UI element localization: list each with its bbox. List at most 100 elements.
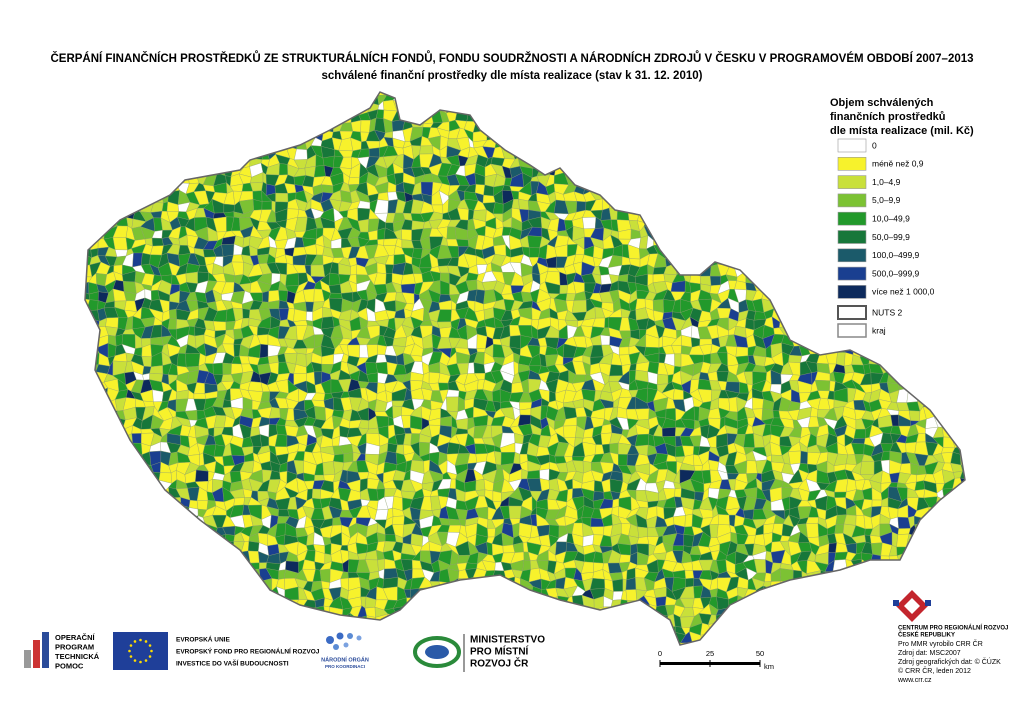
municipality xyxy=(267,355,279,364)
municipality xyxy=(447,525,461,533)
municipality xyxy=(268,290,280,303)
municipality xyxy=(716,371,729,382)
municipality xyxy=(185,271,198,284)
municipality xyxy=(328,284,342,294)
municipality xyxy=(582,216,597,229)
municipality xyxy=(709,524,719,538)
municipality xyxy=(112,237,128,251)
municipality xyxy=(400,273,416,285)
municipality xyxy=(637,526,648,538)
municipality xyxy=(213,321,227,332)
municipality xyxy=(193,393,207,400)
municipality xyxy=(411,220,425,231)
municipality xyxy=(563,425,577,439)
municipality xyxy=(446,226,457,240)
municipality xyxy=(195,469,209,482)
municipality xyxy=(483,184,494,197)
municipality xyxy=(634,433,650,447)
municipality xyxy=(375,361,388,375)
municipality xyxy=(582,441,597,457)
municipality xyxy=(377,192,389,201)
municipality xyxy=(292,254,307,266)
municipality xyxy=(446,396,459,412)
municipality xyxy=(467,362,475,374)
municipality xyxy=(221,243,235,257)
municipality xyxy=(728,396,738,413)
municipality xyxy=(313,165,326,178)
municipality xyxy=(322,461,336,476)
municipality xyxy=(357,207,371,222)
municipality xyxy=(600,423,612,434)
municipality xyxy=(559,284,568,295)
municipality xyxy=(834,523,845,534)
municipality xyxy=(305,301,314,312)
municipality xyxy=(223,203,235,214)
municipality xyxy=(710,275,721,286)
municipality xyxy=(440,416,453,427)
municipality xyxy=(456,239,469,247)
municipality xyxy=(526,470,541,480)
municipality xyxy=(321,184,334,194)
municipality xyxy=(529,247,540,258)
municipality xyxy=(674,353,682,368)
municipality xyxy=(314,474,325,481)
municipality xyxy=(805,523,819,538)
municipality xyxy=(693,465,703,471)
municipality xyxy=(310,264,326,277)
municipality xyxy=(306,311,313,322)
municipality xyxy=(401,229,412,241)
municipality xyxy=(328,272,341,286)
municipality xyxy=(233,497,245,506)
municipality xyxy=(563,406,577,420)
municipality xyxy=(476,333,488,349)
municipality xyxy=(350,264,358,276)
municipality xyxy=(222,399,232,408)
municipality xyxy=(242,308,251,319)
municipality xyxy=(518,198,529,211)
municipality xyxy=(708,459,720,471)
municipality xyxy=(261,200,272,210)
municipality xyxy=(604,317,609,328)
municipality xyxy=(313,371,323,386)
municipality xyxy=(247,381,263,392)
municipality xyxy=(718,514,730,526)
municipality xyxy=(464,480,477,493)
municipality xyxy=(492,389,501,403)
municipality xyxy=(350,120,362,133)
municipality xyxy=(275,192,289,203)
municipality xyxy=(176,353,187,368)
municipality xyxy=(329,292,343,299)
municipality xyxy=(476,348,486,353)
municipality xyxy=(446,389,460,398)
municipality xyxy=(482,194,496,204)
municipality xyxy=(598,265,610,276)
municipality xyxy=(492,490,502,503)
municipality xyxy=(600,334,611,346)
municipality xyxy=(212,362,224,375)
municipality xyxy=(487,528,496,538)
municipality xyxy=(612,498,620,508)
municipality xyxy=(152,389,164,402)
municipality xyxy=(672,388,684,400)
municipality xyxy=(437,488,451,498)
municipality xyxy=(853,428,866,439)
municipality xyxy=(746,460,758,474)
municipality xyxy=(150,245,164,256)
municipality xyxy=(448,518,461,526)
municipality xyxy=(609,364,623,377)
municipality xyxy=(188,326,196,337)
municipality xyxy=(438,382,449,391)
municipality xyxy=(141,252,151,266)
municipality xyxy=(871,499,883,507)
municipality xyxy=(834,491,847,498)
municipality xyxy=(500,452,516,466)
municipality xyxy=(662,427,676,437)
municipality xyxy=(914,480,925,491)
municipality xyxy=(400,283,416,294)
municipality xyxy=(151,237,164,247)
municipality xyxy=(132,252,143,268)
municipality xyxy=(348,177,360,185)
municipality xyxy=(508,505,522,519)
title: ČERPÁNÍ FINANČNÍCH PROSTŘEDKŮ ZE STRUKTU… xyxy=(50,51,973,65)
municipality xyxy=(321,316,335,330)
